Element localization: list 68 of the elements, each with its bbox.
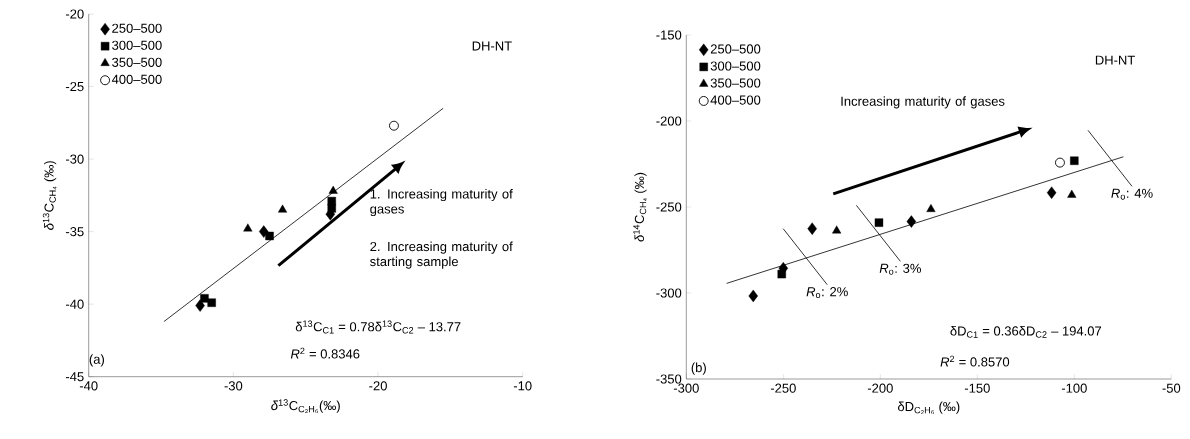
- y-axis-title: δ$^{14}$C$_{CH₄}$ (‰): [633, 172, 647, 242]
- legend-label: 350–500: [112, 57, 162, 67]
- point: [327, 196, 336, 206]
- x-axis-title: δD$_{C₂H₆}$ (‰): [897, 401, 960, 415]
- annotation: 1. Increasing maturity of gases: [370, 189, 513, 217]
- point: [265, 231, 274, 241]
- point: [195, 299, 205, 312]
- point: [874, 218, 884, 227]
- y-tick-label: -20: [65, 9, 84, 19]
- x-axis-title: δ$^{13}$C$_{C₂H₆}$(‰): [271, 399, 340, 414]
- annotation: (a): [89, 354, 104, 367]
- point: [1067, 189, 1077, 198]
- y-tick-label: -250: [656, 202, 682, 212]
- point: [207, 298, 216, 307]
- legend-label: 400–500: [111, 74, 162, 84]
- legend-label: 350–500: [710, 78, 761, 88]
- x-tick-label: -30: [224, 381, 243, 391]
- annotation: DH-NT: [472, 41, 512, 51]
- legend-label: 300–500: [112, 40, 162, 50]
- annotation: (b): [691, 362, 706, 375]
- annotation: R$^{2}$ = 0.8346: [290, 347, 360, 359]
- point: [906, 215, 917, 228]
- annotation: 2. Increasing maturity of starting sample: [370, 241, 513, 269]
- point: [832, 225, 842, 234]
- x-tick-label: -250: [770, 383, 796, 393]
- annotation: Increasing maturity of gases: [841, 96, 1005, 109]
- point: [328, 185, 338, 194]
- annotation: DH-NT: [1095, 55, 1135, 65]
- annotation: R$_{o}$: 2%: [806, 287, 848, 299]
- point: [926, 204, 936, 212]
- y-tick-label: -150: [656, 30, 682, 40]
- x-tick-label: -40: [79, 381, 98, 391]
- y-axis-title: δ$^{13}$C$_{CH₄}$ (‰): [42, 161, 57, 230]
- y-tick-label: -25: [65, 81, 84, 92]
- x-tick-label: -10: [513, 381, 532, 391]
- point: [1046, 186, 1057, 199]
- point: [748, 289, 758, 303]
- annotation: R$_{o}$: 3%: [879, 263, 921, 275]
- y-tick-label: -200: [656, 116, 682, 126]
- annotation: R$^{2}$ = 0.8570: [940, 355, 1010, 367]
- point: [243, 223, 253, 232]
- annotation: δD$_{C1}$ = 0.36δD$_{C2}$ – 194.07: [950, 326, 1102, 338]
- point: [777, 269, 786, 279]
- point: [200, 294, 209, 303]
- y-tick-label: -30: [65, 154, 84, 164]
- point: [327, 204, 336, 213]
- y-tick-label: -350: [656, 374, 682, 384]
- x-tick-label: -20: [369, 381, 387, 391]
- legend-label: 250–500: [112, 23, 162, 33]
- point: [807, 222, 817, 235]
- x-tick-label: -100: [1061, 383, 1087, 393]
- x-tick-label: -200: [867, 383, 893, 393]
- x-tick-label: -50: [1162, 383, 1181, 393]
- y-tick-label: -45: [65, 372, 84, 382]
- text: δ$^{13}$C$_{C1}$ = 0.78δ$^{13}$C$_{C2}$ – 13.77: [295, 320, 461, 334]
- y-tick-label: -35: [65, 227, 84, 237]
- x-tick-label: -150: [964, 383, 990, 393]
- point: [1055, 157, 1065, 168]
- point: [389, 120, 399, 131]
- point: [278, 204, 288, 213]
- y-tick-label: -40: [65, 299, 84, 309]
- y-tick-label: -300: [656, 288, 682, 298]
- legend-label: 250–500: [710, 44, 761, 54]
- annotation: R$_{o}$: 4%: [1111, 188, 1153, 200]
- legend-label: 300–500: [710, 61, 761, 71]
- x-tick-label: -300: [673, 383, 699, 393]
- legend-label: 400–500: [710, 95, 761, 105]
- point: [1070, 156, 1079, 165]
